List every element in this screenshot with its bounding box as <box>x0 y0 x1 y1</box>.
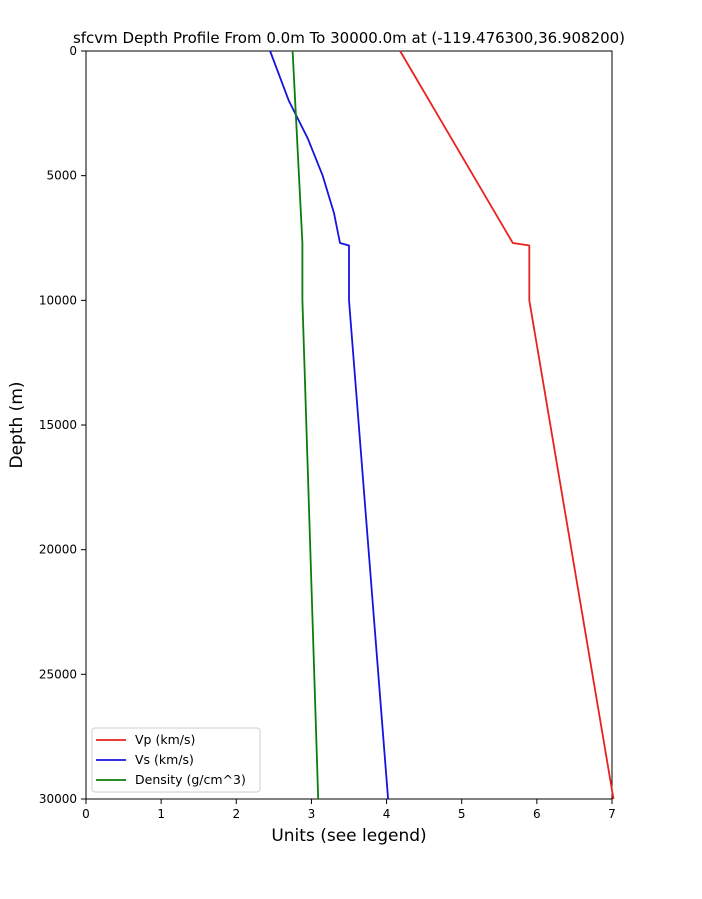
y-tick-label: 5000 <box>46 169 77 183</box>
y-axis-ticks: 0 5000 10000 15000 20000 25000 30000 <box>39 44 86 806</box>
x-axis-ticks: 0 1 2 3 4 5 6 7 <box>82 799 616 821</box>
legend-entry-label: Vs (km/s) <box>135 752 194 767</box>
legend-entry-label: Vp (km/s) <box>135 732 195 747</box>
y-tick-label: 10000 <box>39 293 77 307</box>
series-line-0 <box>399 50 615 800</box>
x-tick-label: 3 <box>308 807 316 821</box>
plot-area <box>85 50 613 800</box>
x-tick-label: 5 <box>458 807 466 821</box>
x-tick-label: 0 <box>82 807 90 821</box>
series-lines <box>269 50 615 800</box>
x-tick-label: 6 <box>533 807 541 821</box>
series-line-2 <box>291 50 320 800</box>
x-tick-label: 7 <box>608 807 616 821</box>
y-tick-label: 30000 <box>39 792 77 806</box>
y-tick-label: 0 <box>69 44 77 58</box>
legend-box <box>91 727 261 793</box>
x-tick-label: 4 <box>383 807 391 821</box>
x-tick-label: 2 <box>232 807 240 821</box>
x-tick-label: 1 <box>157 807 165 821</box>
chart-title: sfcvm Depth Profile From 0.0m To 30000.0… <box>73 29 625 47</box>
x-axis-label: Units (see legend) <box>271 826 426 846</box>
legend-entry-label: Density (g/cm^3) <box>135 772 246 787</box>
y-tick-label: 15000 <box>39 418 77 432</box>
y-tick-label: 25000 <box>39 667 77 681</box>
y-tick-label: 20000 <box>39 543 77 557</box>
y-axis-label: Depth (m) <box>7 381 27 468</box>
legend: Vp (km/s) Vs (km/s) Density (g/cm^3) <box>91 727 261 793</box>
